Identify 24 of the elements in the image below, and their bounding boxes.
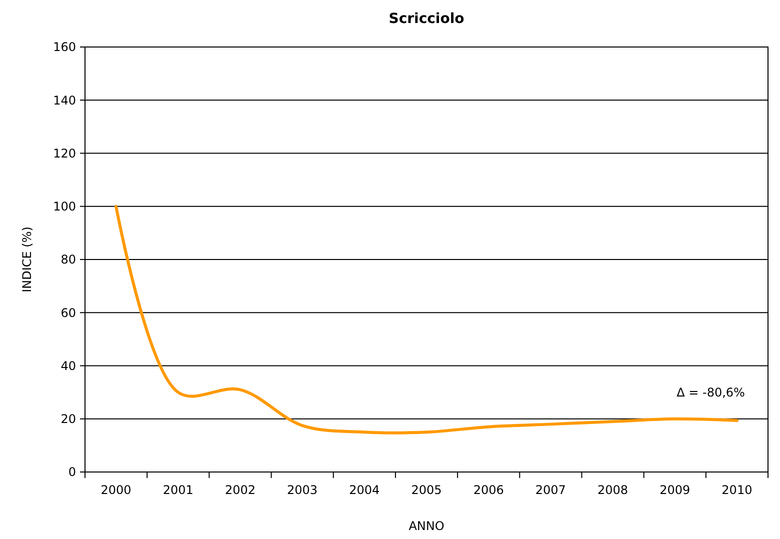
- x-tick-label: 2010: [722, 483, 752, 497]
- y-tick-label: 20: [60, 412, 76, 426]
- x-tick-label: 2000: [100, 483, 132, 497]
- y-tick-label: 140: [53, 93, 76, 108]
- y-tick-label: 80: [60, 252, 76, 267]
- x-tick-label: 2003: [287, 483, 318, 497]
- y-tick-label: 60: [60, 306, 76, 320]
- y-tick-label: 120: [53, 146, 76, 160]
- x-axis-title: ANNO: [408, 519, 444, 533]
- x-tick-label: 2008: [598, 483, 628, 497]
- x-tick-label: 2007: [535, 483, 566, 497]
- x-tick-label: 2001: [162, 483, 194, 497]
- y-tick-label: 160: [53, 40, 76, 54]
- x-tick-label: 2006: [473, 483, 504, 497]
- x-tick-label: 2009: [660, 483, 690, 497]
- chart-title: Scricciolo: [388, 11, 465, 27]
- x-tick-label: 2004: [349, 483, 380, 497]
- y-tick-label: 0: [68, 465, 76, 480]
- annotation: Δ = -80,6%: [676, 385, 745, 400]
- x-tick-label: 2005: [411, 483, 442, 497]
- y-axis-title: INDICE (%): [20, 226, 34, 292]
- x-tick-label: 2002: [224, 483, 256, 497]
- y-tick-label: 100: [53, 200, 76, 214]
- y-tick-label: 40: [60, 358, 76, 373]
